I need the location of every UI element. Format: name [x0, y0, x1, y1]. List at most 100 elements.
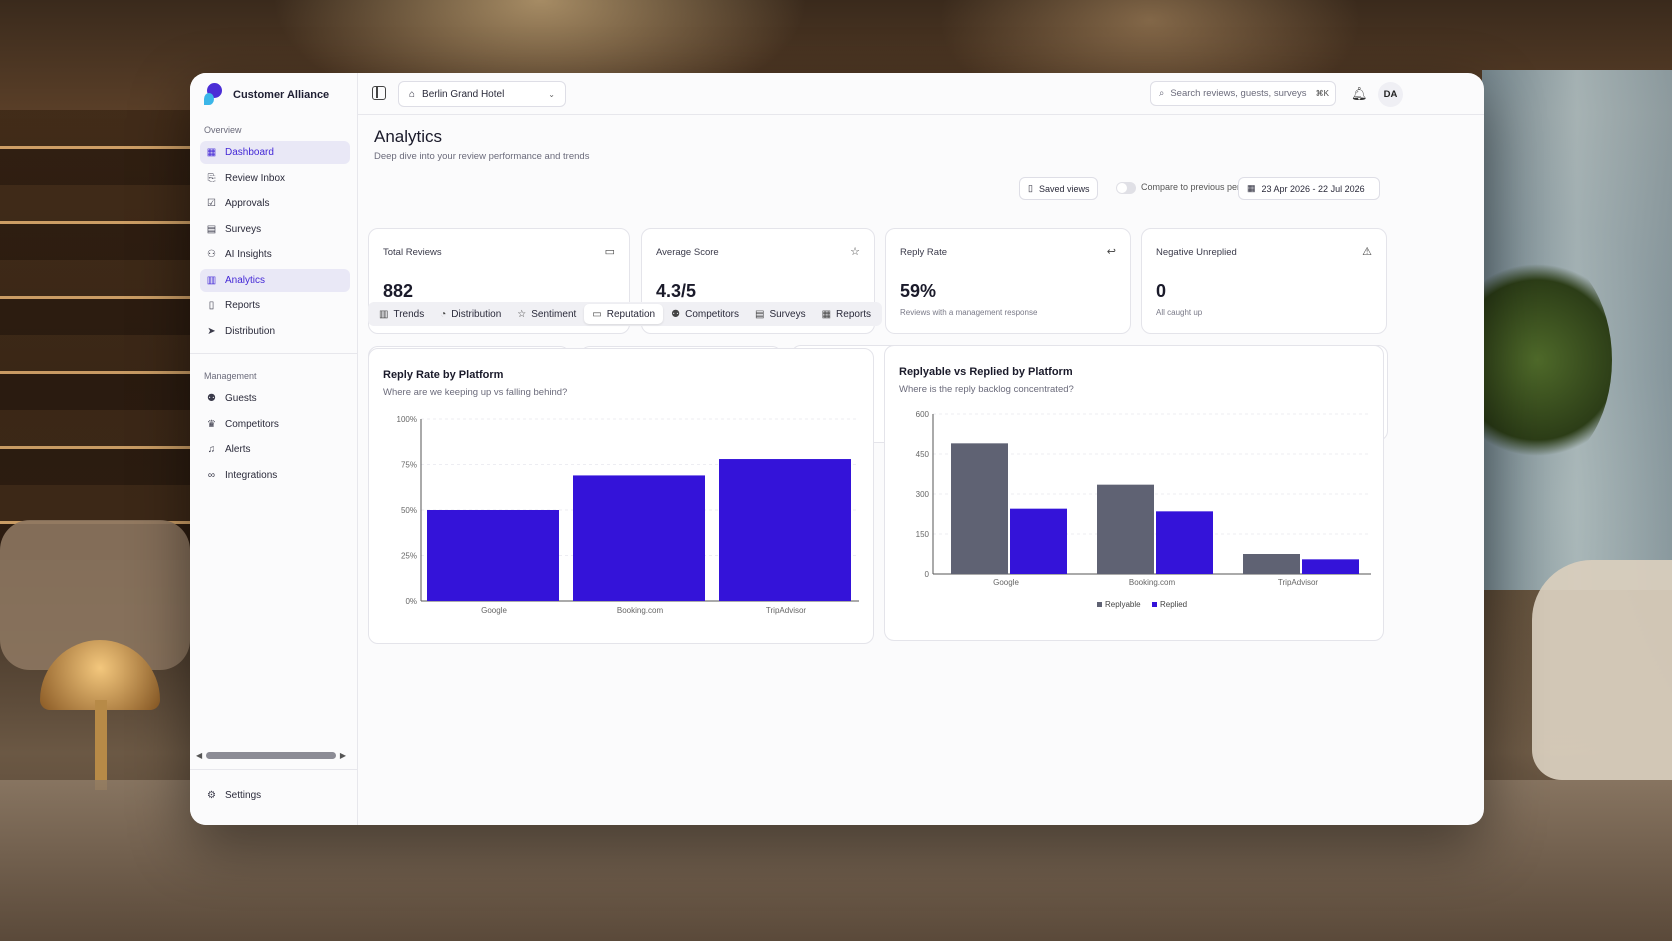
bar-replyable — [1243, 554, 1300, 574]
reply-rate-chart: 0% 25% 50% 75% 100% Google Booking.com TripAdvi… — [397, 415, 859, 615]
kpi-subtext: All caught up — [1156, 308, 1203, 317]
bar-chart-icon: ▥ — [379, 308, 389, 320]
y-tick-label: 25% — [401, 552, 417, 561]
tab-distribution[interactable]: ◔ Distribution — [432, 304, 509, 324]
sidebar-item-label: Surveys — [225, 223, 262, 235]
tab-label: Competitors — [685, 308, 739, 320]
bookmark-icon: ▯ — [1028, 183, 1033, 193]
kpi-value: 0 — [1156, 281, 1167, 301]
inbox-icon: ⎘ — [207, 172, 216, 184]
users-icon: ⚉ — [671, 308, 681, 320]
sidebar-item-dashboard[interactable]: ▦ Dashboard — [200, 141, 350, 164]
tab-trends[interactable]: ▥ Trends — [371, 304, 432, 324]
trophy-icon: ♛ — [207, 418, 216, 430]
logo-icon — [204, 83, 224, 107]
horizontal-scrollbar[interactable]: ◀ ▶ — [196, 749, 346, 761]
page-title: Analytics — [374, 127, 443, 146]
sidebar-item-label: AI Insights — [225, 249, 272, 260]
bar — [427, 510, 559, 601]
sidebar-item-review-inbox[interactable]: ⎘ Review Inbox — [200, 167, 350, 190]
sidebar-item-label: Analytics — [225, 274, 266, 286]
sidebar-item-guests[interactable]: ⚉ Guests — [200, 387, 350, 410]
search-icon: ⌕ — [1159, 88, 1165, 99]
calendar-icon: ▦ — [1247, 183, 1256, 193]
star-icon: ☆ — [517, 308, 527, 320]
kpi-card: Reply Rate ↩ 59% Reviews with a management … — [885, 228, 1131, 334]
hotel-name: Berlin Grand Hotel — [422, 88, 505, 100]
legend-swatch — [1152, 602, 1157, 607]
sidebar-item-ai-insights[interactable]: ⚇ AI Insights — [200, 243, 350, 266]
legend-label: Replyable — [1105, 600, 1141, 609]
sidebar-item-integrations[interactable]: ∞ Integrations — [200, 464, 350, 487]
sidebar-item-competitors[interactable]: ♛ Competitors — [200, 413, 350, 436]
sidebar-item-label: Settings — [225, 790, 262, 801]
tab-reputation[interactable]: ▭ Reputation — [584, 304, 664, 324]
kpi-value: 4.3/5 — [656, 281, 697, 301]
kpi-label: Total Reviews — [383, 247, 442, 258]
chart-title: Reply Rate by Platform — [383, 369, 504, 381]
bell-icon: ♫ — [207, 444, 216, 455]
sidebar-item-reports[interactable]: ▯ Reports — [200, 294, 350, 317]
sidebar-item-alerts[interactable]: ♫ Alerts — [200, 438, 350, 461]
file-icon: ▯ — [208, 300, 215, 311]
app-window: Customer Alliance Overview ▦ Dashboard ⎘ Re… — [190, 73, 1484, 825]
warning-icon: ⚠ — [1362, 246, 1372, 258]
sidebar-item-label: Approvals — [225, 198, 270, 209]
search-input[interactable]: ⌕ Search reviews, guests, surveys ⌘K — [1150, 81, 1336, 106]
tab-label: Surveys — [769, 308, 806, 320]
compare-toggle[interactable] — [1116, 182, 1136, 194]
y-tick-label: 450 — [916, 450, 930, 459]
tab-label: Sentiment — [531, 308, 577, 320]
compare-label: Compare to previous period — [1141, 182, 1253, 192]
x-tick-label: TripAdvisor — [766, 606, 806, 615]
message-icon: ▭ — [604, 246, 615, 258]
hotel-selector[interactable]: ⌂ Berlin Grand Hotel ⌄ — [398, 81, 566, 107]
y-tick-label: 0 — [925, 570, 930, 579]
sidebar-item-label: Integrations — [225, 469, 278, 481]
sidebar-item-surveys[interactable]: ▤ Surveys — [200, 218, 350, 241]
avatar[interactable]: DA — [1378, 82, 1403, 107]
bar-replied — [1010, 508, 1067, 574]
bar-replyable — [1097, 484, 1154, 574]
x-tick-label: Booking.com — [1129, 578, 1176, 587]
brand[interactable]: Customer Alliance — [204, 83, 329, 107]
kpi-value: 882 — [383, 281, 414, 301]
y-tick-label: 600 — [916, 410, 930, 419]
sidebar-toggle-icon[interactable] — [372, 86, 386, 100]
chart-subtitle: Where are we keeping up vs falling behin… — [383, 387, 568, 398]
home-icon: ⌂ — [409, 88, 416, 100]
section-label-overview: Overview — [204, 125, 242, 135]
bell-icon[interactable]: 🔔︎ — [1351, 86, 1368, 101]
scrollbar-thumb[interactable] — [206, 751, 336, 759]
tab-competitors[interactable]: ⚉ Competitors — [663, 304, 747, 324]
scroll-right-icon[interactable]: ▶ — [339, 750, 346, 760]
x-tick-label: Google — [481, 606, 507, 615]
send-icon: ➤ — [207, 325, 216, 337]
search-placeholder: Search reviews, guests, surveys — [1170, 88, 1307, 99]
kpi-label: Average Score — [656, 247, 719, 258]
reply-icon: ↩ — [1106, 246, 1116, 258]
table-icon: ▦ — [821, 308, 832, 320]
pie-icon: ◔ — [440, 308, 447, 320]
tab-reports[interactable]: ▦ Reports — [814, 304, 879, 324]
brand-name: Customer Alliance — [233, 89, 330, 101]
date-range-label: 23 Apr 2026 - 22 Jul 2026 — [1261, 183, 1365, 194]
sidebar-item-distribution[interactable]: ➤ Distribution — [200, 320, 350, 343]
tab-sentiment[interactable]: ☆ Sentiment — [509, 304, 584, 324]
link-icon: ∞ — [207, 469, 216, 481]
kpi-value: 59% — [900, 281, 937, 301]
date-range-picker[interactable]: ▦ 23 Apr 2026 - 22 Jul 2026 — [1238, 177, 1380, 200]
sidebar-item-settings[interactable]: ⚙ Settings — [200, 784, 350, 807]
brain-icon: ⚇ — [207, 249, 216, 260]
divider — [190, 353, 358, 354]
kpi-card: Negative Unreplied ⚠ 0 All caught up — [1141, 228, 1387, 334]
sidebar-item-label: Dashboard — [225, 147, 274, 158]
sidebar-item-approvals[interactable]: ☑ Approvals — [200, 192, 350, 215]
scroll-left-icon[interactable]: ◀ — [196, 750, 203, 760]
tab-surveys[interactable]: ▤ Surveys — [747, 304, 814, 324]
sidebar-item-analytics[interactable]: ▥ Analytics — [200, 268, 350, 292]
y-tick-label: 150 — [916, 530, 930, 539]
page-subtitle: Deep dive into your review performance a… — [374, 151, 590, 162]
shortcut-badge: ⌘K — [1315, 89, 1329, 98]
saved-views-button[interactable]: ▯ Saved views — [1019, 177, 1099, 200]
